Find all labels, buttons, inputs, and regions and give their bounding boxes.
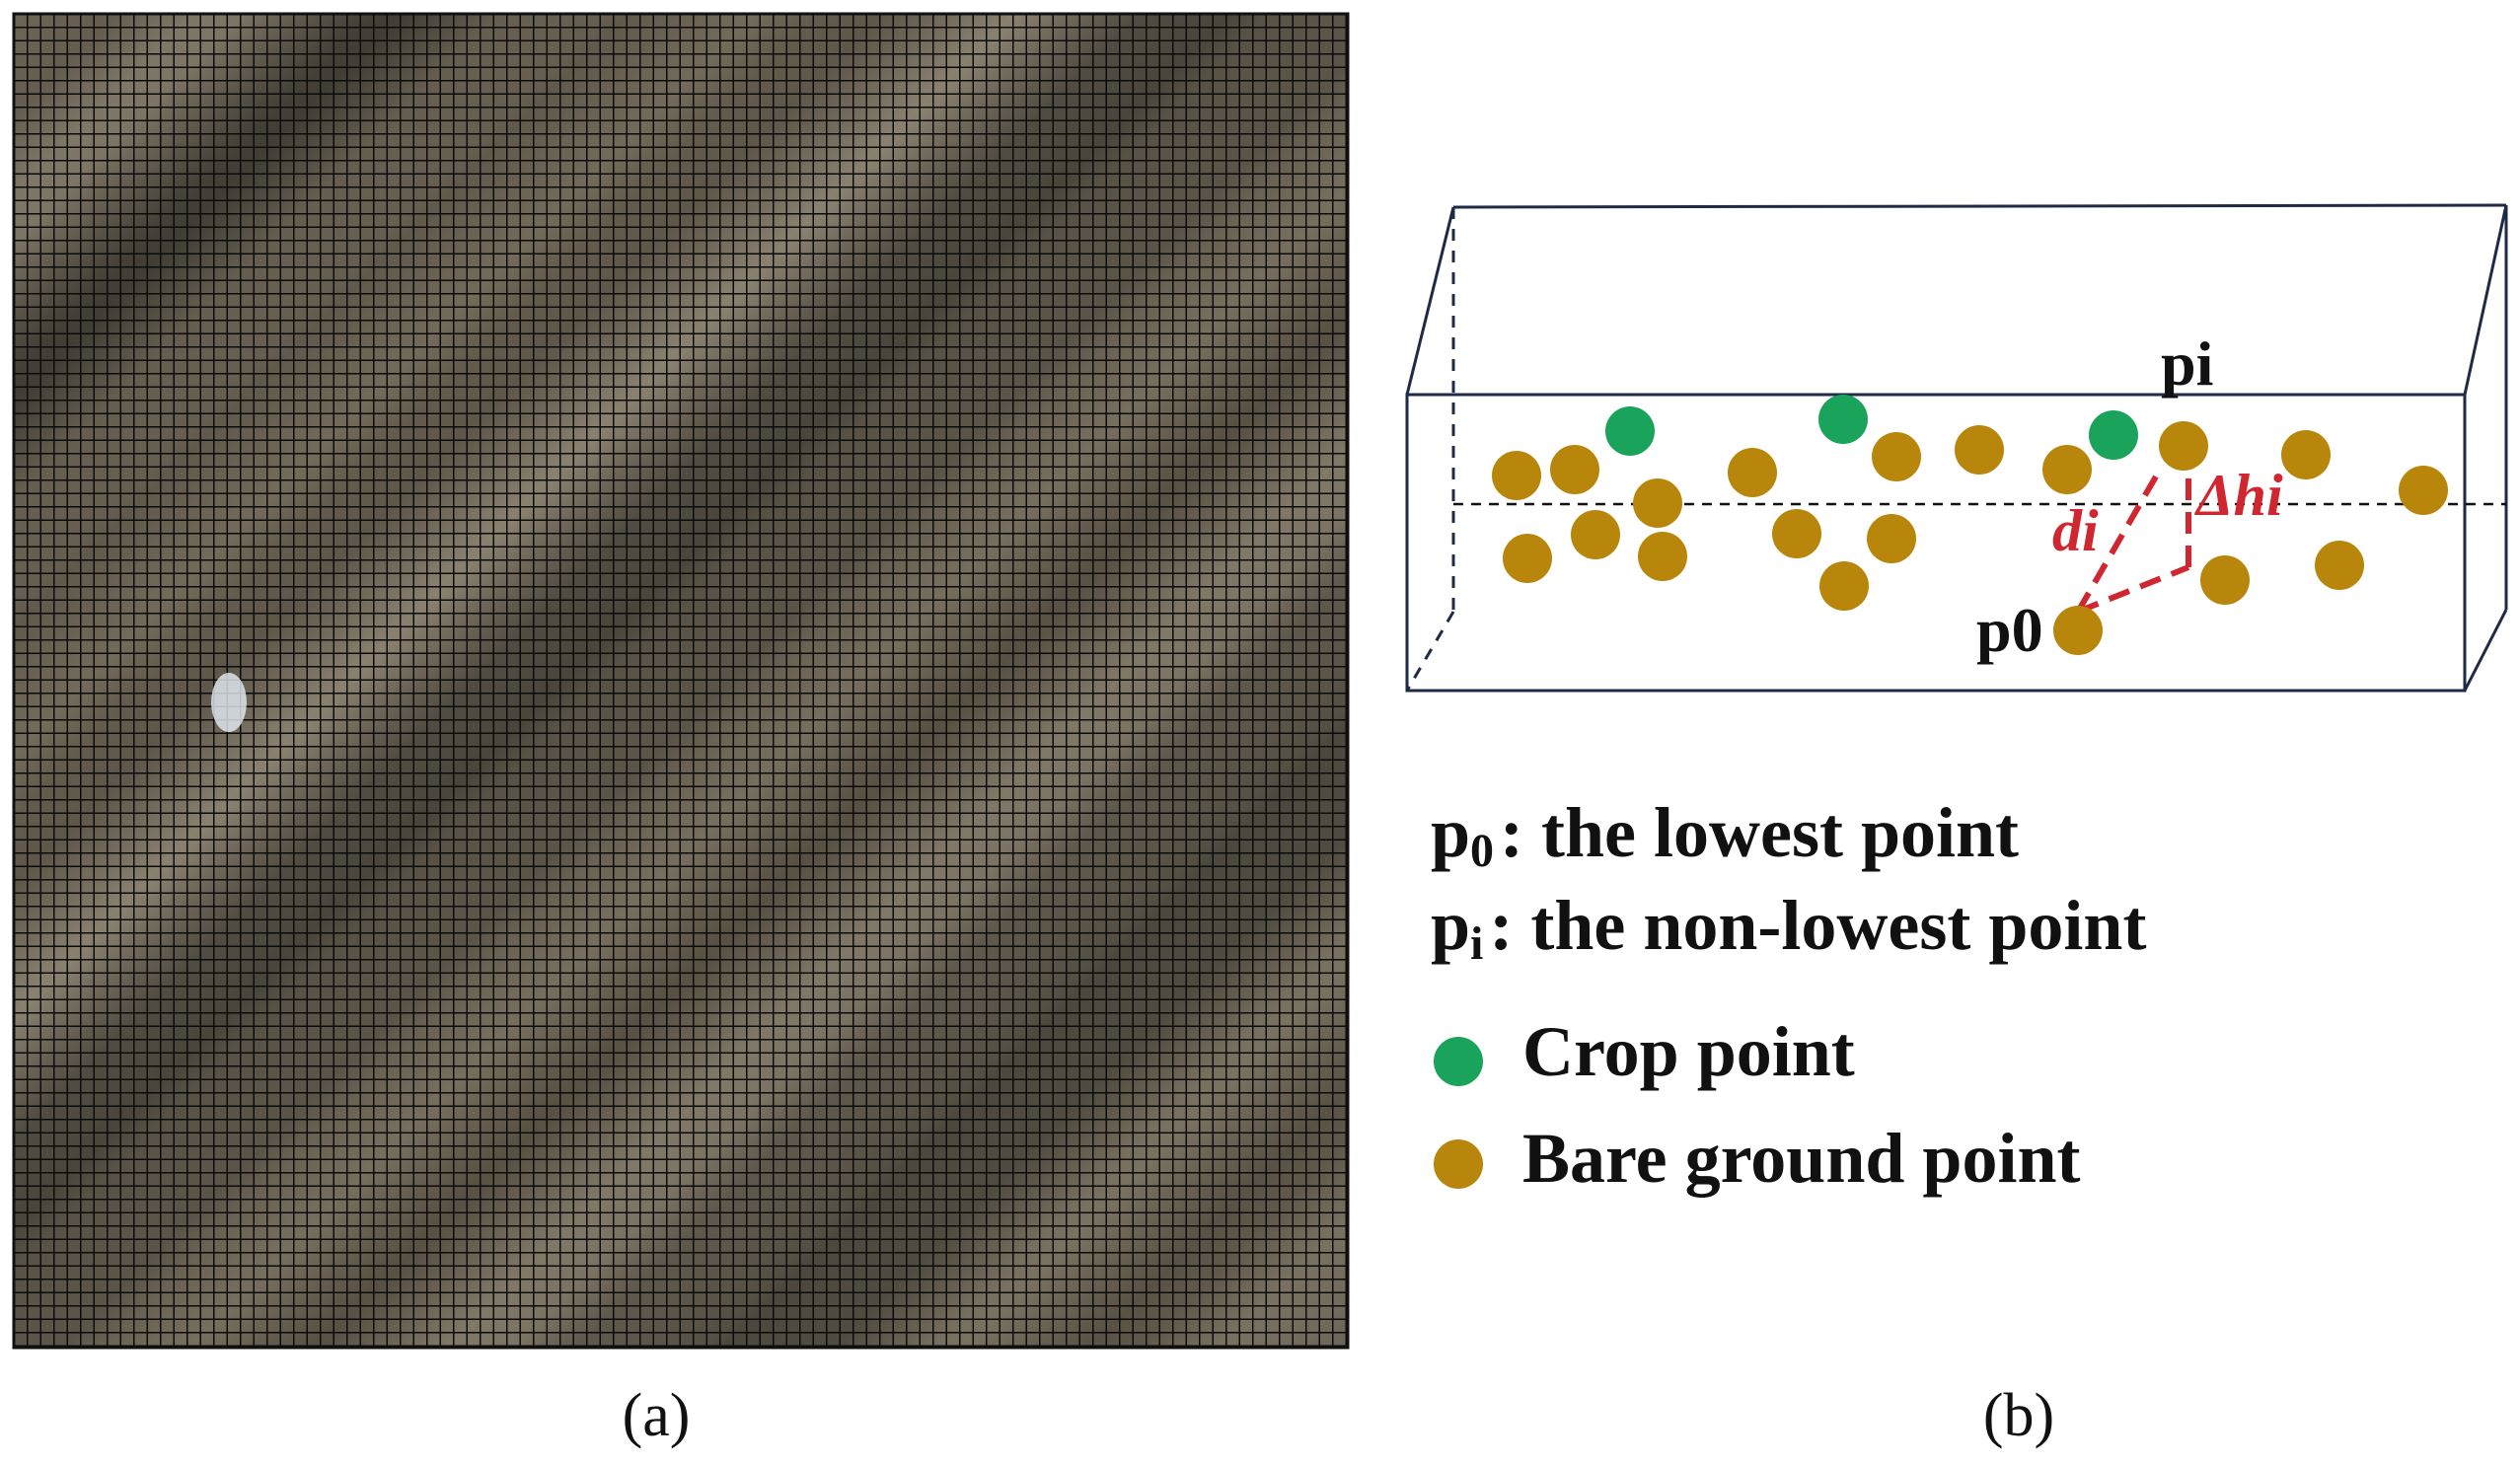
bare-ground-point [2200,555,2250,605]
crop-point-legend-icon [1434,1037,1483,1086]
bare-ground-point [2399,466,2448,515]
bare-ground-point [2315,541,2364,590]
box-front-face [1405,393,2467,693]
base-line [2076,564,2190,615]
bare-ground-point [1492,451,1541,500]
bare-ground-point [1728,448,1777,497]
p0-label: p0 [1976,595,2043,665]
points-layer [1492,395,2448,655]
bare-ground-point [1955,425,2004,475]
legend-bare-label: Bare ground point [1522,1119,2081,1198]
panel-b-caption: (b) [1983,1382,2054,1449]
crop-point [1605,406,1655,456]
bare-ground-point [2281,430,2331,479]
bare-ground-point [2053,606,2103,655]
bare-ground-point [1633,478,1682,528]
crop-point [2089,410,2138,460]
legend-p0-line: p0: the lowest point [1431,793,2019,877]
distance-annotation-lines [2075,467,2191,615]
box-connector-tr [2463,204,2508,396]
box-back-top-edge [1452,203,2507,209]
bare-ground-point [1872,432,1921,481]
bare-ground-point [1772,509,1821,558]
dhi-label: Δhi [2194,463,2283,528]
bare-ground-point [2159,421,2208,471]
box-connector-tl [1405,206,1455,396]
box-hidden-bottom-left [1405,611,1455,692]
bare-ground-point [1638,532,1687,581]
legend-pi-line: pi: the non-lowest point [1431,886,2146,970]
bare-ground-point [1867,514,1916,563]
legend: p0: the lowest point pi: the non-lowest … [1431,793,2146,1198]
di-line [2075,475,2159,614]
legend-crop-label: Crop point [1522,1012,1855,1091]
bare-point-legend-icon [1434,1139,1483,1189]
point-cloud-box [1405,203,2508,693]
bare-ground-point [1503,534,1552,583]
di-label: di [2052,498,2099,563]
panel-a-caption: (a) [623,1382,691,1449]
bright-spot-icon [211,673,247,732]
bare-ground-point [1819,561,1869,611]
pi-label: pi [2161,329,2213,399]
box-connector-br [2463,609,2508,692]
field-grid-photo [12,12,1350,1350]
bare-ground-point [1550,445,1599,494]
bare-ground-point [1571,510,1620,559]
crop-point [1818,395,1868,444]
bare-ground-point [2042,445,2092,494]
